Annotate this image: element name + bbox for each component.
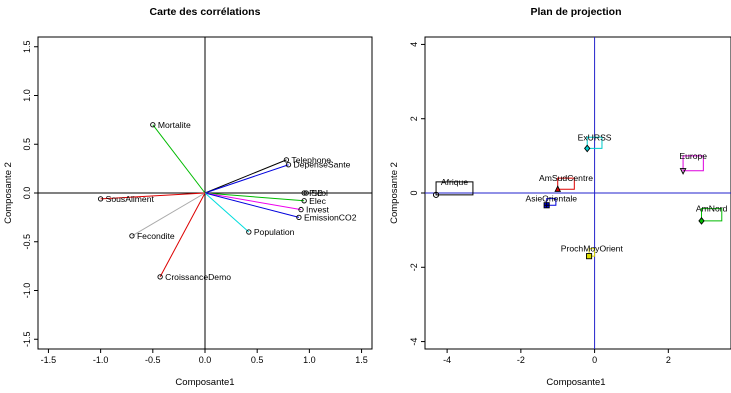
projection-group-label: Europe bbox=[679, 151, 707, 161]
correlation-x-tick-label: 0.0 bbox=[199, 355, 212, 365]
correlation-point bbox=[283, 157, 290, 163]
correlation-x-tick-label: 1.0 bbox=[303, 355, 316, 365]
projection-y-tick-label: 4 bbox=[409, 42, 419, 47]
correlation-point-label: Scol bbox=[311, 188, 328, 198]
projection-x-ticks: -4 -2 0 2 bbox=[443, 349, 671, 365]
correlation-arrow bbox=[100, 192, 206, 200]
correlation-arrow bbox=[131, 192, 206, 237]
projection-y-tick-label: -4 bbox=[409, 338, 419, 346]
projection-group-label: ProchMoyOrient bbox=[561, 244, 624, 254]
correlation-x-tick-label: 1.5 bbox=[355, 355, 368, 365]
projection-point bbox=[679, 168, 687, 175]
correlation-y-tick-label: 0.0 bbox=[22, 187, 32, 200]
projection-title: Plan de projection bbox=[530, 6, 621, 18]
correlation-arrow bbox=[204, 192, 300, 218]
correlation-point-label: Fecondite bbox=[137, 231, 175, 241]
projection-axes bbox=[425, 37, 731, 349]
correlation-y-label: Composante 2 bbox=[3, 162, 14, 224]
projection-panel: Plan de projection Afrique ExURSS AmSudCen… bbox=[389, 6, 731, 388]
correlation-point-label: Population bbox=[254, 227, 295, 237]
correlation-point bbox=[301, 190, 307, 196]
correlation-y-tick-label: -1.0 bbox=[22, 283, 32, 299]
correlation-title: Carte des corrélations bbox=[150, 6, 261, 18]
correlation-x-label: Composante1 bbox=[175, 377, 234, 388]
projection-y-tick-label: 0 bbox=[409, 190, 419, 195]
correlation-y-tick-label: 1.0 bbox=[22, 89, 32, 102]
projection-group-label: AmNord bbox=[696, 204, 728, 214]
projection-y-label: Composante 2 bbox=[389, 162, 400, 224]
projection-groups: Afrique ExURSS AmSudCentre AsieOrientale Eur… bbox=[432, 132, 728, 260]
correlation-arrow bbox=[152, 124, 206, 194]
projection-x-tick-label: 2 bbox=[666, 355, 671, 365]
correlation-arrow bbox=[204, 159, 287, 194]
correlation-point bbox=[97, 196, 104, 202]
correlation-point-label: PIB bbox=[309, 188, 323, 198]
correlation-arrow bbox=[204, 164, 289, 194]
correlation-point-label: Mortalite bbox=[158, 120, 191, 130]
projection-point bbox=[584, 144, 591, 153]
projection-group-box bbox=[557, 177, 575, 190]
projection-group-box bbox=[701, 208, 723, 222]
correlation-x-tick-label: -1.5 bbox=[41, 355, 57, 365]
correlation-arrows bbox=[100, 124, 307, 278]
correlation-point bbox=[301, 198, 307, 204]
projection-point bbox=[554, 185, 562, 192]
correlation-point bbox=[303, 190, 309, 196]
correlation-point bbox=[285, 162, 292, 168]
correlation-x-tick-label: -1.0 bbox=[93, 355, 109, 365]
correlation-arrow bbox=[204, 192, 250, 233]
projection-group-box bbox=[586, 136, 603, 149]
correlation-arrow bbox=[204, 192, 305, 202]
projection-group-label: Afrique bbox=[441, 177, 468, 187]
correlation-point bbox=[246, 229, 252, 235]
correlation-x-tick-label: -0.5 bbox=[145, 355, 161, 365]
correlation-points bbox=[97, 122, 309, 280]
correlation-point bbox=[296, 214, 302, 221]
correlation-arrow bbox=[204, 192, 302, 211]
projection-point bbox=[432, 191, 440, 198]
correlation-y-tick-label: 0.5 bbox=[22, 138, 32, 151]
projection-group-label: AmSudCentre bbox=[539, 173, 593, 183]
correlation-arrow bbox=[159, 192, 206, 278]
correlation-point-label: Elec bbox=[309, 196, 326, 206]
projection-group-label: ExURSS bbox=[578, 132, 612, 142]
correlation-point bbox=[150, 122, 156, 128]
projection-group-box bbox=[435, 181, 474, 196]
projection-group-label: AsieOrientale bbox=[525, 194, 577, 204]
correlation-x-tick-label: 0.5 bbox=[251, 355, 264, 365]
projection-x-label: Composante1 bbox=[546, 377, 605, 388]
correlation-point bbox=[129, 233, 135, 239]
correlation-y-tick-label: -0.5 bbox=[22, 234, 32, 250]
correlation-panel: Carte des corrélations Mortalite Telephon… bbox=[3, 6, 373, 388]
correlation-point bbox=[298, 206, 304, 213]
projection-x-tick-label: -2 bbox=[517, 355, 525, 365]
projection-group-box bbox=[682, 155, 704, 172]
correlation-point-label: Telephone bbox=[291, 155, 331, 165]
correlation-y-tick-label: 1.5 bbox=[22, 40, 32, 53]
projection-y-tick-label: -2 bbox=[409, 263, 419, 271]
correlation-point-label: CroissanceDemo bbox=[165, 272, 231, 282]
projection-y-ticks: -4 -2 0 2 4 bbox=[409, 42, 425, 346]
correlation-y-ticks: -1.5 -1.0 -0.5 0.0 0.5 1.0 1.5 bbox=[22, 40, 38, 347]
projection-point-cross bbox=[544, 202, 550, 208]
projection-x-tick-label: 0 bbox=[592, 355, 597, 365]
projection-x-tick-label: -4 bbox=[443, 355, 451, 365]
correlation-point-label: SousAliment bbox=[106, 194, 155, 204]
correlation-point bbox=[157, 274, 163, 280]
projection-point bbox=[586, 253, 593, 260]
correlation-x-ticks: -1.5 -1.0 -0.5 0.0 0.5 1.0 1.5 bbox=[41, 349, 368, 365]
correlation-y-tick-label: -1.5 bbox=[22, 331, 32, 347]
projection-point bbox=[698, 216, 705, 225]
projection-y-tick-label: 2 bbox=[409, 116, 419, 121]
projection-group-box bbox=[546, 198, 557, 206]
correlation-point-label: DepenseSante bbox=[294, 160, 351, 170]
correlation-point-label: EmissionCO2 bbox=[304, 212, 357, 222]
correlation-point-label: Invest bbox=[306, 205, 330, 215]
projection-group-box bbox=[588, 248, 596, 257]
